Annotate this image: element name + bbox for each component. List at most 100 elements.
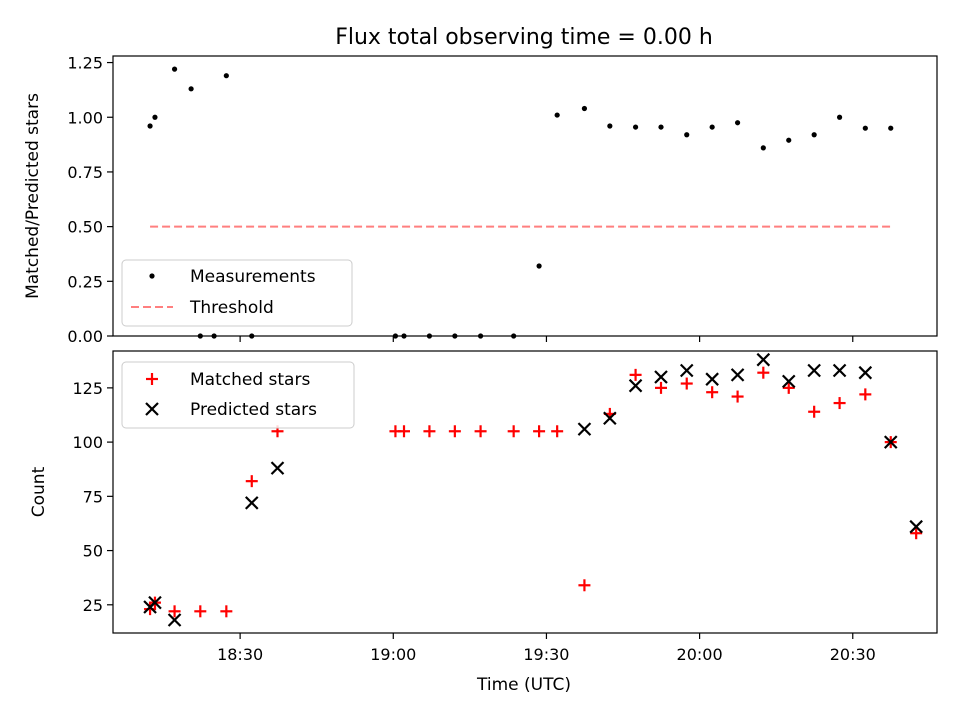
predicted-point <box>807 363 821 378</box>
predicted-point <box>909 519 923 534</box>
matched-point <box>731 390 744 403</box>
predicted-point <box>858 365 873 380</box>
matched-point <box>655 381 668 394</box>
measurement-point <box>632 124 639 130</box>
y-tick-label: 100 <box>72 433 103 452</box>
matched-point <box>551 425 564 438</box>
matched-point <box>533 425 546 438</box>
measurement-point <box>171 66 178 72</box>
predicted-point <box>679 363 694 378</box>
predicted-point <box>705 372 719 386</box>
matched-point <box>578 579 591 592</box>
measurement-point <box>147 123 153 129</box>
matched-point <box>757 366 770 379</box>
matched-point <box>833 397 846 410</box>
bottom-plot-frame <box>112 350 938 634</box>
predicted-point <box>603 411 617 426</box>
y-tick-label: 25 <box>83 596 103 615</box>
x-tick-label: 20:30 <box>830 645 876 664</box>
measurement-point <box>536 263 542 269</box>
predicted-point <box>654 370 668 384</box>
legend-matched-label: Matched stars <box>190 370 310 390</box>
top-panel: Flux total observing time = 0.00 h Match… <box>23 25 938 346</box>
y-tick-label: 0.75 <box>67 163 103 182</box>
measurement-point <box>188 86 194 92</box>
x-tick-label: 20:00 <box>677 645 723 664</box>
bottom-y-axis-label: Count <box>29 466 49 517</box>
measurement-point <box>581 105 588 112</box>
y-tick-label: 1.25 <box>67 54 103 73</box>
matched-point <box>168 605 181 618</box>
matched-point <box>245 475 258 488</box>
legend-measurements-label: Measurements <box>190 267 316 287</box>
matched-point <box>448 425 461 438</box>
x-tick-label: 19:30 <box>523 645 569 664</box>
legend-measurements-marker <box>149 273 155 279</box>
measurement-point <box>684 132 690 138</box>
matched-point <box>220 605 233 618</box>
predicted-point <box>756 352 771 367</box>
bottom-y-ticks: 25 50 75 100 125 <box>72 379 113 615</box>
top-y-ticks: 0.00 0.25 0.50 0.75 1.00 1.25 <box>67 54 113 346</box>
legend-predicted-marker <box>145 402 159 416</box>
measurement-point <box>786 137 792 143</box>
predicted-point <box>628 378 643 393</box>
measurement-point <box>836 114 843 120</box>
bottom-legend: Matched stars Predicted stars <box>121 361 355 429</box>
top-y-axis-label: Matched/Predicted stars <box>23 93 43 299</box>
matched-point <box>423 425 436 438</box>
bottom-legend-box <box>121 361 355 429</box>
matched-point <box>859 388 872 401</box>
bottom-panel: Count Time (UTC) 25 50 75 100 125 18:30 19:00… <box>29 350 938 695</box>
predicted-point <box>244 496 259 510</box>
y-tick-label: 125 <box>72 379 103 398</box>
matched-point <box>194 605 207 618</box>
top-chart-title: Flux total observing time = 0.00 h <box>335 25 713 50</box>
top-plot-frame <box>112 55 938 337</box>
matched-point <box>398 425 411 438</box>
predicted-point <box>270 461 285 475</box>
top-x-ticks <box>239 336 854 342</box>
matched-point <box>680 377 693 390</box>
matched-point <box>706 386 719 399</box>
measurement-point <box>709 124 715 130</box>
bottom-series <box>143 352 923 627</box>
predicted-point <box>730 368 745 382</box>
matched-point <box>474 425 487 438</box>
matched-point <box>629 368 642 381</box>
legend-predicted-label: Predicted stars <box>190 400 317 420</box>
measurement-point <box>223 73 229 79</box>
predicted-point <box>167 613 182 627</box>
predicted-point <box>883 435 898 449</box>
measurement-point <box>811 132 817 138</box>
matched-point <box>507 425 520 438</box>
x-tick-label: 18:30 <box>217 645 263 664</box>
legend-matched-marker <box>146 373 158 385</box>
measurement-point <box>888 125 894 131</box>
bottom-x-axis-label: Time (UTC) <box>476 675 571 695</box>
top-legend: Measurements Threshold <box>121 259 353 327</box>
bottom-x-ticks: 18:30 19:00 19:30 20:00 20:30 <box>217 633 876 664</box>
top-legend-box <box>121 259 353 327</box>
measurement-point <box>554 112 560 118</box>
matched-point <box>910 527 923 540</box>
matched-point <box>144 603 157 616</box>
measurement-point <box>760 145 766 151</box>
predicted-point <box>577 422 592 436</box>
y-tick-label: 1.00 <box>67 108 103 127</box>
measurement-point <box>734 120 741 126</box>
measurement-point <box>658 124 664 130</box>
matched-point <box>808 405 821 418</box>
measurement-point <box>152 114 158 120</box>
predicted-point <box>148 595 162 610</box>
x-tick-label: 19:00 <box>370 645 416 664</box>
predicted-point <box>781 374 796 389</box>
y-tick-label: 0.50 <box>67 218 103 237</box>
measurement-point <box>862 125 868 131</box>
matched-point <box>782 381 795 394</box>
y-tick-label: 50 <box>83 542 103 561</box>
y-tick-label: 0.00 <box>67 327 103 346</box>
legend-threshold-label: Threshold <box>189 298 274 318</box>
measurement-point <box>607 123 613 129</box>
